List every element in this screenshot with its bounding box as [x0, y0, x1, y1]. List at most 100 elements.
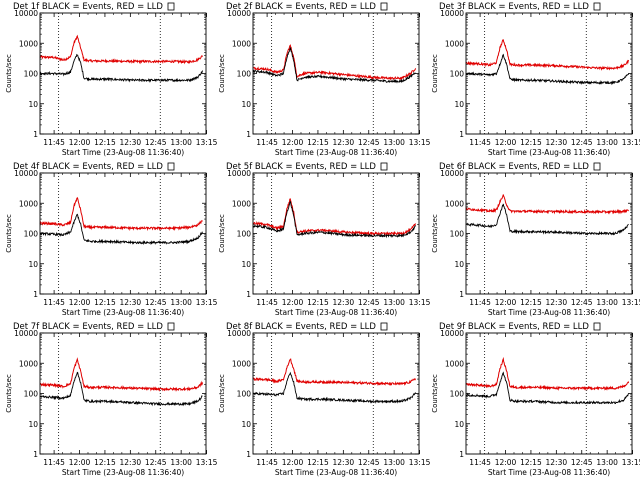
lld-series-line [465, 356, 630, 391]
plot-frame [39, 12, 207, 135]
x-tick-label: 13:00 [170, 298, 192, 307]
x-tick-label: 12:00 [495, 138, 517, 147]
x-tick-label: 11:45 [469, 458, 491, 467]
chart-panel-3: Det 3f BLACK = Events, RED = LLD Counts/s… [431, 2, 640, 157]
y-axis-label: Counts/sec [5, 374, 13, 413]
x-tick-label: 11:45 [43, 458, 65, 467]
x-tick-label: 12:15 [307, 138, 329, 147]
chart-panel-8: Det 8f BLACK = Events, RED = LLD Counts/s… [218, 322, 431, 477]
chart-panel-5: Det 5f BLACK = Events, RED = LLD Counts/s… [218, 162, 431, 317]
x-tick-label: 11:45 [256, 458, 278, 467]
panel-title: Det 8f BLACK = Events, RED = LLD [226, 322, 376, 332]
x-tick-label: 13:15 [622, 298, 640, 307]
lld-series-line [39, 196, 203, 232]
y-tick-label: 10 [28, 100, 38, 109]
y-tick-label: 1 [459, 450, 464, 459]
plot-frame [465, 12, 633, 135]
chart-panel-2: Det 2f BLACK = Events, RED = LLD Counts/s… [218, 2, 431, 157]
title-box-icon [167, 162, 175, 171]
events-series-line [252, 47, 416, 84]
y-tick-label: 1000 [445, 359, 464, 368]
chart-panel-7: Det 7f BLACK = Events, RED = LLD Counts/s… [5, 322, 218, 477]
y-axis-label: Counts/sec [431, 374, 439, 413]
y-tick-label: 10000 [14, 329, 38, 338]
x-tick-label: 12:30 [120, 458, 142, 467]
lld-series-line [252, 358, 417, 387]
plot-frame [39, 332, 207, 455]
panel-title: Det 3f BLACK = Events, RED = LLD [439, 2, 589, 12]
x-tick-label: 12:30 [120, 138, 142, 147]
title-box-icon [593, 162, 601, 171]
y-axis-label: Counts/sec [5, 54, 13, 93]
panel-title: Det 6f BLACK = Events, RED = LLD [439, 162, 589, 172]
x-tick-label: 12:30 [333, 458, 355, 467]
y-tick-label: 1000 [232, 39, 251, 48]
lld-series-line [252, 198, 417, 237]
y-tick-label: 10000 [440, 9, 464, 18]
plot-frame [252, 332, 420, 455]
y-tick-label: 1000 [445, 199, 464, 208]
events-series-line [39, 53, 204, 83]
x-tick-label: 12:15 [520, 298, 542, 307]
x-tick-label: 13:00 [596, 458, 618, 467]
x-tick-label: 12:15 [307, 298, 329, 307]
x-tick-label: 12:45 [358, 458, 380, 467]
plot-frame [465, 172, 633, 295]
lld-series-line [252, 44, 417, 81]
y-tick-label: 1 [33, 450, 38, 459]
title-box-icon [380, 322, 388, 331]
x-tick-label: 12:45 [358, 138, 380, 147]
events-series-line [39, 213, 203, 246]
y-tick-label: 10 [28, 420, 38, 429]
title-box-icon [380, 162, 388, 171]
x-axis-label: Start Time (23-Aug-08 11:36:40) [275, 468, 397, 477]
y-tick-label: 10 [241, 420, 251, 429]
y-axis-label: Counts/sec [218, 214, 226, 253]
y-tick-label: 100 [237, 390, 252, 399]
y-tick-label: 100 [450, 230, 465, 239]
panel-title: Det 5f BLACK = Events, RED = LLD [226, 162, 376, 172]
x-tick-label: 11:45 [469, 138, 491, 147]
y-tick-label: 10 [241, 260, 251, 269]
plot-frame [39, 172, 207, 295]
x-tick-label: 12:45 [358, 298, 380, 307]
x-tick-label: 12:30 [546, 458, 568, 467]
y-tick-label: 10000 [227, 329, 251, 338]
x-axis-label: Start Time (23-Aug-08 11:36:40) [62, 148, 184, 157]
y-tick-label: 10000 [440, 329, 464, 338]
chart-panel-1: Det 1f BLACK = Events, RED = LLD Counts/s… [5, 2, 218, 157]
panel-title: Det 1f BLACK = Events, RED = LLD [13, 2, 163, 12]
y-axis-label: Counts/sec [218, 374, 226, 413]
y-tick-label: 100 [450, 70, 465, 79]
x-tick-label: 12:00 [69, 458, 91, 467]
x-tick-label: 12:30 [120, 298, 142, 307]
x-tick-label: 12:00 [282, 458, 304, 467]
x-axis-label: Start Time (23-Aug-08 11:36:40) [275, 308, 397, 317]
chart-panel-9: Det 9f BLACK = Events, RED = LLD Counts/s… [431, 322, 640, 477]
title-box-icon [167, 322, 175, 331]
x-tick-label: 13:15 [409, 138, 431, 147]
x-tick-label: 11:45 [43, 138, 65, 147]
panel-title: Det 9f BLACK = Events, RED = LLD [439, 322, 589, 332]
y-tick-label: 10 [454, 100, 464, 109]
panel-title: Det 7f BLACK = Events, RED = LLD [13, 322, 163, 332]
y-tick-label: 1 [33, 290, 38, 299]
x-tick-label: 12:45 [571, 298, 593, 307]
x-axis-label: Start Time (23-Aug-08 11:36:40) [62, 468, 184, 477]
y-tick-label: 10000 [14, 169, 38, 178]
x-tick-label: 12:15 [307, 458, 329, 467]
x-tick-label: 13:15 [409, 458, 431, 467]
y-tick-label: 100 [237, 70, 252, 79]
x-tick-label: 12:45 [145, 138, 167, 147]
x-tick-label: 13:00 [596, 138, 618, 147]
x-axis-label: Start Time (23-Aug-08 11:36:40) [275, 148, 397, 157]
title-box-icon [380, 2, 388, 11]
y-tick-label: 1000 [19, 359, 38, 368]
title-box-icon [593, 2, 601, 11]
y-axis-label: Counts/sec [5, 214, 13, 253]
lld-series-line [465, 39, 630, 71]
plot-frame [465, 332, 633, 455]
y-tick-label: 100 [24, 70, 39, 79]
y-tick-label: 1000 [445, 39, 464, 48]
x-tick-label: 12:00 [282, 298, 304, 307]
